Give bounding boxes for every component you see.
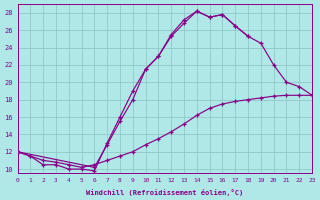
X-axis label: Windchill (Refroidissement éolien,°C): Windchill (Refroidissement éolien,°C)	[86, 189, 244, 196]
